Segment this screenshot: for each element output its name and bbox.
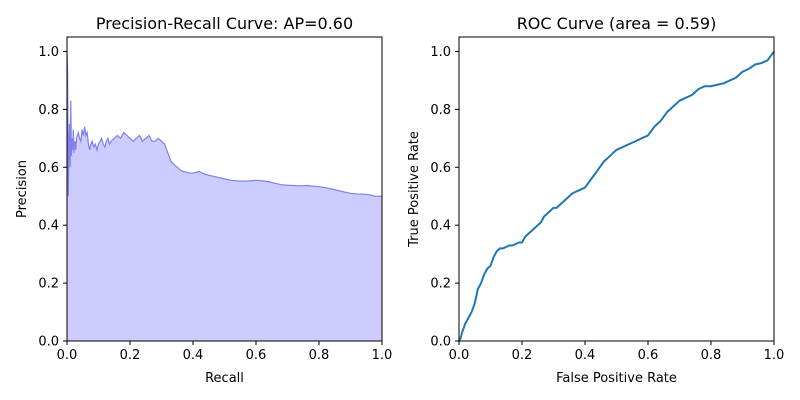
roc-x-tick-label: 0.0 <box>449 348 470 363</box>
pr-y-tick-label: 0.0 <box>38 335 59 350</box>
roc-y-ticks: 0.0 0.2 0.4 0.6 0.8 1.0 <box>430 45 459 350</box>
roc-y-tick-label: 0.8 <box>430 103 451 118</box>
roc-y-tick-label: 0.2 <box>430 277 451 292</box>
roc-x-axis-label: False Positive Rate <box>556 371 677 386</box>
roc-x-tick-label: 0.6 <box>638 348 659 363</box>
pr-x-tick-label: 0.6 <box>246 348 267 363</box>
pr-x-axis-label: Recall <box>205 371 244 386</box>
roc-y-tick-label: 0.6 <box>430 161 451 176</box>
pr-y-tick-label: 0.6 <box>38 161 59 176</box>
pr-y-tick-label: 0.2 <box>38 277 59 292</box>
pr-y-tick-label: 1.0 <box>38 45 59 60</box>
pr-y-tick-label: 0.8 <box>38 103 59 118</box>
pr-area-fill <box>67 51 382 341</box>
roc-axes-frame <box>458 36 775 342</box>
pr-x-ticks: 0.0 0.2 0.4 0.6 0.8 1.0 <box>57 341 393 363</box>
roc-x-tick-label: 0.2 <box>512 348 533 363</box>
roc-x-tick-label: 0.8 <box>701 348 722 363</box>
pr-plot-area <box>66 51 382 341</box>
pr-curve-line <box>66 51 382 197</box>
pr-x-tick-label: 0.4 <box>183 348 204 363</box>
roc-x-tick-label: 1.0 <box>764 348 785 363</box>
pr-y-ticks: 0.0 0.2 0.4 0.6 0.8 1.0 <box>38 45 67 350</box>
roc-panel: ROC Curve (area = 0.59) 0.0 0.2 0.4 0.6 0.8 1… <box>407 14 784 386</box>
roc-y-tick-label: 0.4 <box>430 219 451 234</box>
roc-y-tick-label: 0.0 <box>430 335 451 350</box>
pr-x-tick-label: 0.8 <box>309 348 330 363</box>
pr-x-tick-label: 1.0 <box>372 348 393 363</box>
precision-recall-panel: Precision-Recall Curve: AP=0.60 0.0 0.2 0.… <box>15 14 392 386</box>
roc-x-tick-label: 0.4 <box>575 348 596 363</box>
pr-y-axis-label: Precision <box>15 160 30 218</box>
roc-y-tick-label: 1.0 <box>430 45 451 60</box>
pr-y-tick-label: 0.4 <box>38 219 59 234</box>
pr-x-tick-label: 0.0 <box>57 348 78 363</box>
roc-plot-area <box>458 50 775 342</box>
roc-x-ticks: 0.0 0.2 0.4 0.6 0.8 1.0 <box>449 341 785 363</box>
pr-axes-frame <box>66 36 383 342</box>
roc-curve-line <box>458 50 775 342</box>
roc-y-axis-label: True Positive Rate <box>407 131 422 248</box>
pr-x-tick-label: 0.2 <box>120 348 141 363</box>
pr-title: Precision-Recall Curve: AP=0.60 <box>96 14 353 33</box>
roc-title: ROC Curve (area = 0.59) <box>517 14 717 33</box>
